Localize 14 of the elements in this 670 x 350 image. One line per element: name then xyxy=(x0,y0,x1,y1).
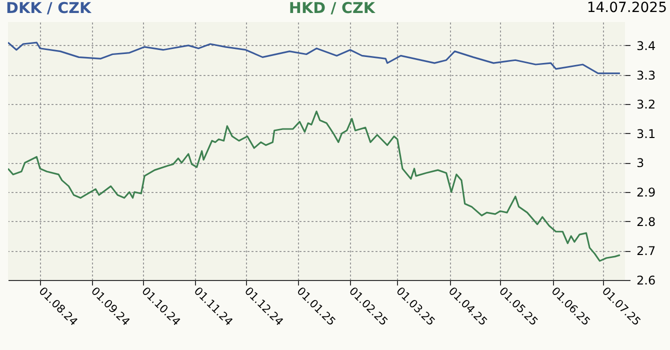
line-series xyxy=(8,110,621,262)
y-tick-label: 3 xyxy=(636,156,644,170)
series-label: DKK / CZK xyxy=(6,0,93,17)
text: HKD / CZK xyxy=(288,0,376,17)
y-tick-label: 2.9 xyxy=(636,186,656,200)
y-tick-label: 2.6 xyxy=(636,274,656,288)
line-series xyxy=(8,42,621,74)
y-tick-label: 2.8 xyxy=(636,214,656,229)
y-tick-label: 2.7 xyxy=(636,244,656,258)
y-tick-label: 3.4 xyxy=(636,38,656,53)
y-tick-label: 3.2 xyxy=(636,98,656,112)
y-tick-label: 3.3 xyxy=(636,68,656,82)
text: 14.07.2025 xyxy=(586,0,667,16)
y-tick-label: 3.1 xyxy=(636,126,656,141)
